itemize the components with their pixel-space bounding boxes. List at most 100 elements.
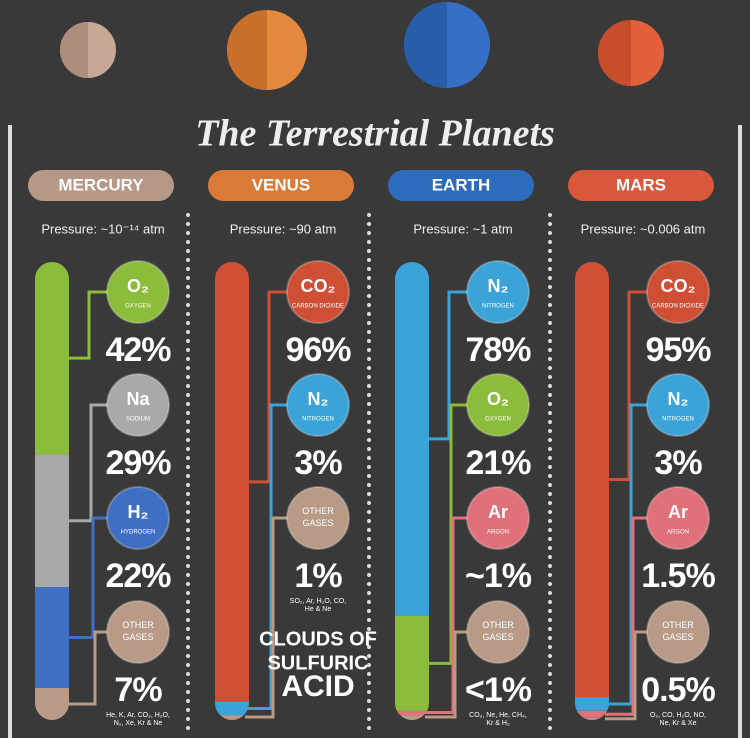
connector	[425, 403, 468, 665]
gas-name: NITROGEN	[302, 417, 334, 423]
tube-segment	[575, 262, 609, 698]
connector	[245, 290, 288, 484]
gas-symbol: O₂	[487, 389, 509, 409]
gas-circle	[466, 486, 530, 550]
connector	[605, 290, 648, 482]
gas-symbol: H₂	[128, 502, 149, 522]
gas-percent: 1%	[294, 557, 342, 595]
gas-name: HYDROGEN	[121, 530, 156, 536]
gas-percent: <1%	[465, 671, 532, 709]
gas-name: NITROGEN	[482, 304, 514, 310]
gas-note: N₂, Xe, Kr & Ne	[114, 720, 163, 727]
gas-percent: 95%	[645, 331, 711, 369]
planet-pill	[388, 170, 534, 201]
gas-symbol: O₂	[127, 276, 149, 296]
pressure: Pressure: ~1 atm	[413, 221, 512, 236]
tube	[215, 262, 249, 720]
gas-percent: 96%	[285, 331, 351, 369]
connector	[245, 516, 288, 719]
gas-note: Ne, Kr & Xe	[660, 720, 697, 727]
pressure: Pressure: ~90 atm	[230, 221, 337, 236]
gas-circle	[106, 373, 170, 437]
tube	[395, 262, 429, 720]
gas-name: CARBON DIOXIDE	[652, 304, 704, 310]
gas-name: OXYGEN	[485, 417, 511, 423]
gas-symbol: Na	[126, 389, 150, 409]
connector	[65, 516, 108, 640]
extra-note: SULFURIC	[267, 652, 368, 674]
gas-percent: 7%	[114, 671, 162, 709]
mars-shade	[598, 20, 631, 86]
gas-circle	[646, 373, 710, 437]
gas-circle	[286, 486, 350, 550]
gas-name: OXYGEN	[125, 304, 151, 310]
extra-note: CLOUDS OF	[259, 628, 377, 650]
gas-symbol: CO₂	[661, 276, 696, 296]
connector	[605, 403, 648, 706]
gas-percent: 3%	[294, 444, 342, 482]
connector	[65, 403, 108, 523]
gas-symbol: OTHER GASES	[302, 506, 334, 528]
planet-pill	[28, 170, 174, 201]
planet-name: MARS	[616, 175, 666, 194]
gas-note: O₂, CO, H₂O, NO,	[650, 712, 706, 719]
title: The Terrestrial Planets	[195, 113, 555, 155]
tube-segment	[215, 715, 249, 720]
tube-segment	[35, 262, 69, 455]
gas-name: SODIUM	[126, 417, 150, 423]
gas-symbol: N₂	[668, 389, 689, 409]
gas-symbol: Ar	[668, 502, 688, 522]
tube-segment	[35, 687, 69, 720]
gas-circle	[106, 260, 170, 324]
tube-segment	[35, 454, 69, 588]
connector	[605, 630, 648, 721]
gas-circle	[646, 600, 710, 664]
connector	[65, 630, 108, 706]
gas-circle	[466, 600, 530, 664]
gas-percent: 29%	[105, 444, 171, 482]
separators	[186, 213, 552, 737]
gas-percent: 1.5%	[641, 557, 715, 595]
gas-name: ARGON	[487, 530, 509, 536]
gas-note: Kr & H₂	[486, 720, 510, 727]
connector	[605, 516, 648, 716]
planet-pill	[208, 170, 354, 201]
gas-name: CARBON DIOXIDE	[292, 304, 344, 310]
venus-shade	[227, 10, 267, 90]
gas-symbol: OTHER GASES	[662, 620, 694, 642]
mercury-shade	[60, 22, 88, 78]
tube-segment	[395, 710, 429, 716]
pressure: Pressure: ~0.006 atm	[581, 221, 706, 236]
planet-pill	[568, 170, 714, 201]
gas-note: SO₂, Ar, H₂O, CO,	[290, 598, 346, 605]
gas-note: He, K, Ar, CO₂, H₂O,	[106, 712, 170, 719]
gas-circle	[106, 600, 170, 664]
planet-name: MERCURY	[58, 175, 144, 194]
planet-name: EARTH	[432, 175, 491, 194]
connector	[425, 630, 468, 719]
gas-note: CO₂, Ne, He, CH₄,	[469, 712, 527, 719]
gas-circle	[286, 373, 350, 437]
gas-percent: 42%	[105, 331, 171, 369]
gas-symbol: CO₂	[301, 276, 336, 296]
gas-percent: 3%	[654, 444, 702, 482]
connector	[425, 516, 468, 714]
gas-symbol: N₂	[308, 389, 329, 409]
gas-note: He & Ne	[305, 606, 332, 613]
connector	[65, 290, 108, 360]
gas-symbol: Ar	[488, 502, 508, 522]
gas-circle	[646, 486, 710, 550]
planet-name: VENUS	[252, 175, 311, 194]
pressure: Pressure: ~10⁻¹⁴ atm	[41, 221, 164, 236]
tube-segment	[395, 715, 429, 720]
extra-note: ACID	[281, 670, 354, 703]
gas-percent: 0.5%	[641, 671, 715, 709]
gas-circle	[646, 260, 710, 324]
planet-icons	[60, 2, 664, 90]
connector	[245, 403, 288, 711]
connector	[425, 290, 468, 441]
tube-segment	[35, 587, 69, 688]
gas-symbol: N₂	[488, 276, 509, 296]
gas-percent: 22%	[105, 557, 171, 595]
